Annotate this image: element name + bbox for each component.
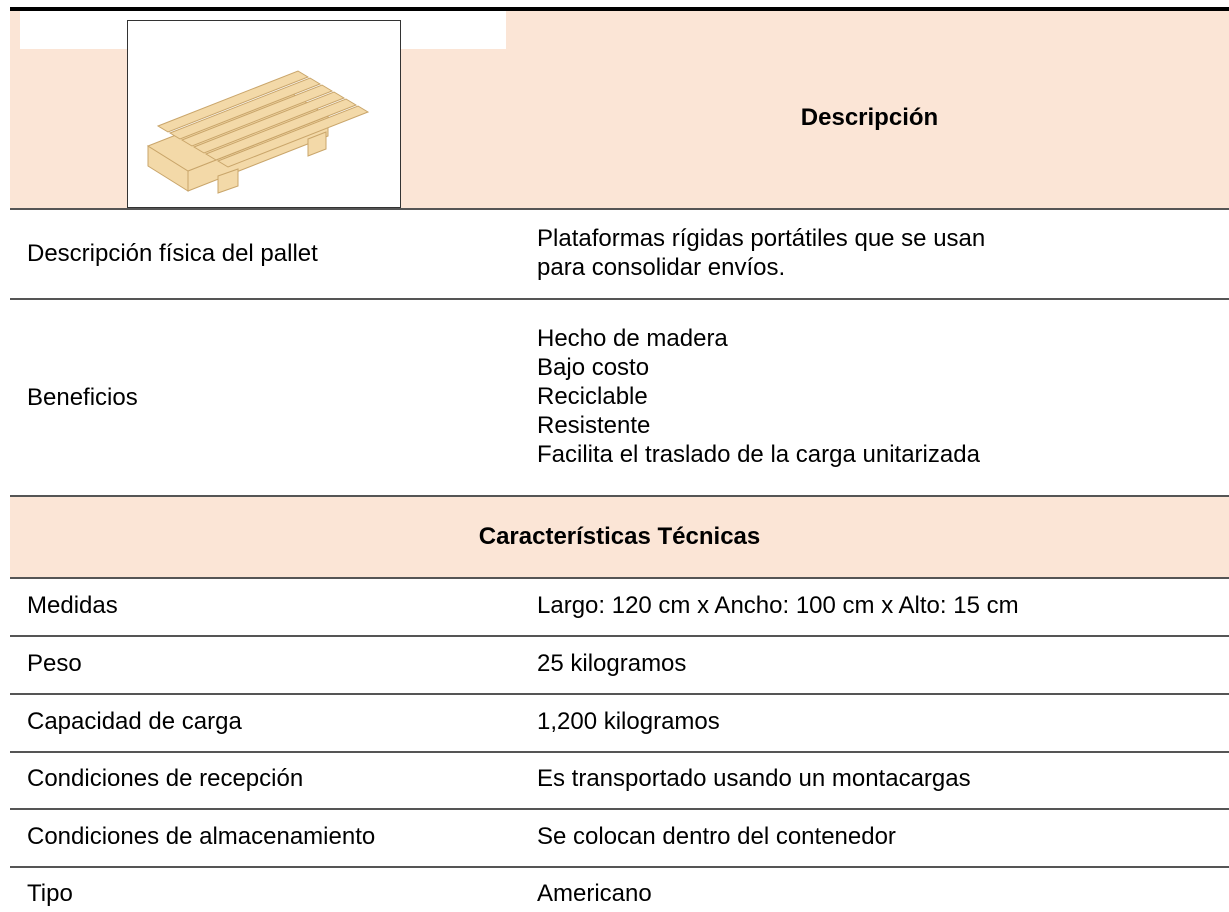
row-value-line: Plataformas rígidas portátiles que se us… [537, 225, 986, 252]
row-label: Medidas [27, 592, 118, 619]
row-value-line: para consolidar envíos. [537, 254, 786, 281]
row-value: 1,200 kilogramos [537, 708, 720, 735]
row-value: Americano [537, 880, 652, 907]
row-divider [10, 635, 1229, 637]
row-label: Peso [27, 650, 82, 677]
row-value-line: Reciclable [537, 383, 648, 410]
row-value: Largo: 120 cm x Ancho: 100 cm x Alto: 15… [537, 592, 1019, 619]
row-value-line: Resistente [537, 412, 651, 439]
row-value: Es transportado usando un montacargas [537, 765, 971, 792]
row-value: Se colocan dentro del contenedor [537, 823, 896, 850]
row-label: Capacidad de carga [27, 708, 242, 735]
pallet-drawing [146, 70, 370, 194]
row-divider [10, 866, 1229, 868]
row-divider [10, 808, 1229, 810]
row-divider [10, 495, 1229, 497]
pallet-image [127, 20, 401, 208]
row-label: Condiciones de recepción [27, 765, 304, 792]
row-label: Beneficios [27, 383, 138, 411]
row-label: Condiciones de almacenamiento [27, 823, 376, 850]
row-divider [10, 751, 1229, 753]
row-divider [10, 298, 1229, 300]
row-value-line: Hecho de madera [537, 325, 728, 352]
row-label: Tipo [27, 880, 73, 907]
section-title: Características Técnicas [478, 523, 761, 550]
header-title: Descripción [800, 104, 939, 131]
row-value-line: Facilita el traslado de la carga unitari… [537, 441, 980, 468]
section-row [10, 497, 1229, 577]
top-border [10, 7, 1229, 11]
row-value-line: Bajo costo [537, 354, 650, 381]
row-divider [10, 577, 1229, 579]
row-divider [10, 693, 1229, 695]
row-label: Descripción física del pallet [27, 240, 318, 267]
row-value: 25 kilogramos [537, 650, 687, 677]
row-divider [10, 208, 1229, 210]
